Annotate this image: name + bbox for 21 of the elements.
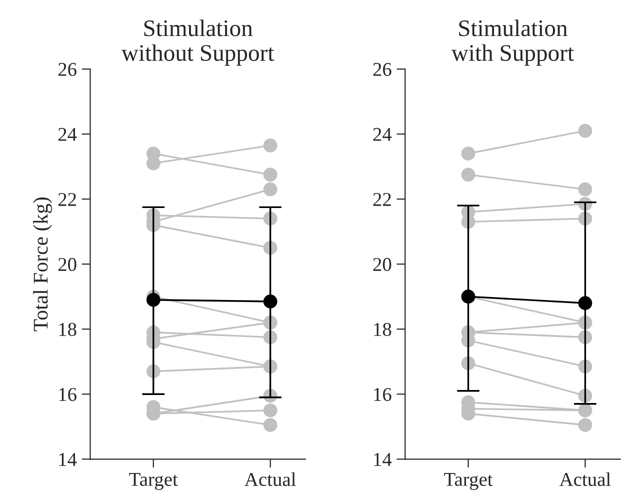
chart-title: Stimulation with Support <box>451 20 574 66</box>
y-tick-label: 14 <box>374 453 392 466</box>
y-tick-label: 20 <box>373 258 392 272</box>
y-tick-label: 24 <box>58 128 77 141</box>
y-tick-label: 16 <box>59 388 76 402</box>
y-tick-label: 18 <box>374 322 392 336</box>
y-tick-label: 26 <box>373 62 392 76</box>
y-tick-label: 24 <box>373 128 392 141</box>
y-axis-title: Total Force (kg) <box>33 197 52 332</box>
y-tick-label: 20 <box>58 258 76 272</box>
chart-title: Stimulation without Support <box>121 20 274 66</box>
x-tick-label: Target <box>129 473 178 490</box>
y-tick-label: 16 <box>374 388 392 402</box>
y-tick-label: 18 <box>59 322 76 336</box>
y-tick-label: 14 <box>59 453 77 466</box>
y-tick-label: 22 <box>58 192 76 206</box>
y-tick-label: 22 <box>373 192 391 206</box>
x-tick-label: Actual <box>559 472 611 486</box>
x-tick-label: Actual <box>244 472 296 486</box>
x-tick-label: Target <box>444 473 493 490</box>
y-tick-label: 26 <box>58 62 76 76</box>
